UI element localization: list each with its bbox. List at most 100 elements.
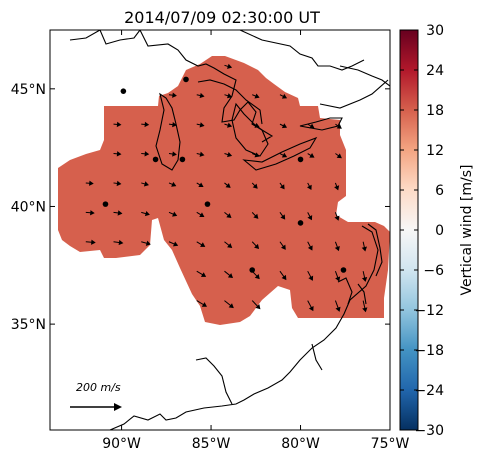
colorbar-tick-label: 30 [426, 23, 444, 39]
wind-arrow-head [252, 183, 258, 189]
scale-arrow [70, 403, 122, 411]
colorbar-tick-label: 18 [426, 103, 444, 119]
wind-arrow-head [307, 245, 313, 251]
colorbar-tick-label: −30 [414, 423, 444, 439]
wind-arrow-head [279, 184, 285, 190]
colorbar-label: Vertical wind [m/s] [459, 165, 475, 296]
colorbar-tick-label: −12 [414, 303, 444, 319]
wind-arrow-head [309, 153, 315, 158]
lon-tick-label: 90°W [102, 436, 141, 452]
wind-arrow-head [334, 215, 340, 221]
wind-arrow-head [336, 123, 342, 129]
map-axes: 45°N 40°N 35°N 90°W 85°W 80°W 75°W [11, 30, 410, 452]
wind-arrow-head [199, 212, 205, 217]
wind-arrow-head [254, 152, 260, 158]
wind-arrow-head [362, 307, 368, 313]
wind-arrow-head [336, 153, 342, 159]
wind-arrow-head [335, 276, 341, 282]
wind-arrow-head [335, 306, 341, 312]
wind-arrow-head [281, 123, 288, 129]
wind-arrow-head [227, 93, 233, 99]
wind-arrow-head [361, 276, 368, 282]
wind-arrow-head [281, 152, 288, 158]
wind-arrow-head [117, 210, 123, 216]
wind-arrow-head [116, 151, 122, 157]
wind-arrow-head [361, 246, 367, 252]
wind-arrow-head [200, 242, 206, 247]
station-dot [297, 156, 304, 163]
wind-arrow-head [118, 239, 124, 246]
wind-arrow-head [306, 184, 312, 190]
wind-arrow-head [253, 213, 259, 219]
wind-arrow-head [143, 181, 149, 187]
wind-arrow-head [172, 92, 177, 98]
wind-vector-field [85, 63, 368, 313]
map-title: 2014/07/09 02:30:00 UT [124, 8, 320, 27]
wind-arrow-head [227, 273, 234, 279]
wind-arrow-head [172, 121, 177, 128]
station-dot [102, 201, 109, 207]
station-dot [152, 156, 159, 163]
map-frame [49, 29, 391, 431]
lat-tick-label: 45°N [11, 82, 46, 98]
wind-arrow-head [226, 213, 232, 218]
lat-tick-label: 35°N [11, 317, 46, 333]
colorbar-tick-label: 6 [435, 183, 444, 199]
wind-arrow-head [172, 151, 177, 157]
wind-arrow-head [199, 151, 205, 157]
wind-arrow-head [116, 121, 122, 128]
wind-arrow-head [254, 243, 260, 249]
colorbar-ticks: 30 24 18 12 6 0 −6 −12 −18 −24 −30 [400, 23, 444, 439]
wind-arrow-head [172, 211, 178, 217]
colorbar-tick-label: 12 [426, 143, 444, 159]
wind-arrow-head [254, 122, 260, 128]
wind-arrow-head [144, 121, 150, 128]
wind-arrow-head [308, 275, 314, 281]
wind-arrow-head [254, 274, 260, 280]
lon-tick-label: 80°W [281, 436, 320, 452]
wind-arrow-head [280, 214, 286, 220]
lon-tick-label: 75°W [371, 436, 410, 452]
wind-arrow-head [227, 63, 233, 69]
scale-label: 200 m/s [76, 381, 121, 394]
wind-arrow-head [281, 93, 288, 99]
wind-arrow-head [281, 274, 287, 281]
wind-arrow-head [89, 180, 94, 186]
wind-arrow-head [255, 304, 261, 310]
station-dot [204, 201, 211, 207]
wind-arrow-head [334, 185, 340, 191]
wind-arrow-head [144, 151, 150, 157]
wind-arrow-head [228, 303, 234, 309]
station-dot [249, 267, 256, 273]
colorbar-tick-label: 0 [435, 223, 444, 239]
colorbar-tick-label: −24 [414, 383, 444, 399]
wind-arrow-head [308, 305, 314, 312]
coastlines [69, 30, 390, 430]
wind-arrow-head [91, 239, 96, 245]
station-dot [179, 156, 186, 163]
wind-arrow-head [171, 181, 177, 187]
wind-arrow-head [90, 210, 95, 216]
colorbar-tick-label: 24 [426, 63, 444, 79]
wind-arrow-head [201, 302, 207, 307]
station-dot [120, 88, 127, 94]
wind-arrow-head [116, 180, 122, 187]
wind-arrow-head [334, 245, 340, 252]
wind-arrow-head [172, 241, 179, 247]
wind-arrow-head [227, 152, 233, 158]
wind-field-region [58, 56, 390, 325]
station-dot [297, 220, 304, 226]
wind-arrow-head [280, 244, 286, 250]
station-dot [183, 76, 189, 83]
wind-arrow-head [309, 123, 315, 129]
wind-arrow-head [144, 210, 150, 217]
wind-arrow-head [307, 215, 313, 221]
lon-tick-label: 85°W [192, 436, 231, 452]
wind-arrow-head [199, 92, 205, 99]
colorbar-tick-label: −6 [423, 263, 444, 279]
wind-arrow-head [199, 122, 205, 128]
wind-arrow-head [145, 240, 151, 246]
wind-arrow-head [227, 122, 233, 128]
wind-arrow-head [200, 272, 207, 277]
